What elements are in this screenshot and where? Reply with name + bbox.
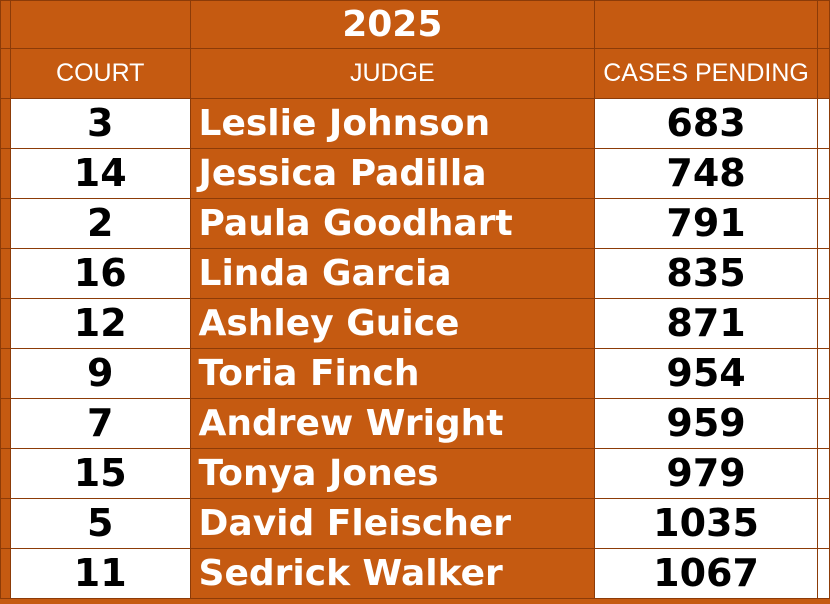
court-cell[interactable]: 3 — [9, 98, 191, 149]
court-cell[interactable]: 16 — [9, 248, 191, 299]
judge-cell[interactable]: Andrew Wright — [189, 398, 596, 449]
cell[interactable] — [0, 48, 11, 99]
court-cell[interactable]: 14 — [9, 148, 191, 199]
judge-column-header[interactable]: JUDGE — [189, 48, 596, 99]
cases-pending-cell[interactable]: 871 — [594, 298, 819, 349]
cell[interactable] — [817, 398, 830, 449]
cell[interactable] — [0, 298, 11, 349]
judge-cell[interactable]: Tonya Jones — [189, 448, 596, 499]
year-row: 2025 — [0, 0, 830, 49]
cell[interactable] — [817, 148, 830, 199]
table-row: 9 Toria Finch 954 — [0, 348, 830, 399]
table-row: 3 Leslie Johnson 683 — [0, 98, 830, 149]
cell[interactable] — [0, 448, 11, 499]
court-cell[interactable]: 12 — [9, 298, 191, 349]
table-row: 7 Andrew Wright 959 — [0, 398, 830, 449]
cell[interactable] — [817, 248, 830, 299]
cases-pending-cell[interactable]: 959 — [594, 398, 819, 449]
court-cell[interactable]: 15 — [9, 448, 191, 499]
court-cell[interactable]: 9 — [9, 348, 191, 399]
table-row: 15 Tonya Jones 979 — [0, 448, 830, 499]
cell[interactable] — [817, 48, 830, 99]
cell[interactable] — [0, 348, 11, 399]
cell[interactable] — [0, 198, 11, 249]
cases-pending-cell[interactable]: 979 — [594, 448, 819, 499]
judge-cell[interactable]: Jessica Padilla — [189, 148, 596, 199]
cases-pending-cell[interactable]: 835 — [594, 248, 819, 299]
cases-pending-cell[interactable]: 954 — [594, 348, 819, 399]
court-cell[interactable]: 7 — [9, 398, 191, 449]
cases-pending-cell[interactable]: 1067 — [594, 548, 819, 599]
judge-cell[interactable]: Toria Finch — [189, 348, 596, 399]
judge-cell[interactable]: Ashley Guice — [189, 298, 596, 349]
judge-cell[interactable]: Sedrick Walker — [189, 548, 596, 599]
cell[interactable] — [0, 98, 11, 149]
table-row: 12 Ashley Guice 871 — [0, 298, 830, 349]
cell[interactable] — [0, 548, 11, 599]
cases-pending-cell[interactable]: 748 — [594, 148, 819, 199]
cell[interactable] — [817, 98, 830, 149]
cell[interactable] — [0, 398, 11, 449]
cases-pending-cell[interactable]: 683 — [594, 98, 819, 149]
cell[interactable] — [817, 548, 830, 599]
cell[interactable] — [0, 498, 11, 549]
table-row: 5 David Fleischer 1035 — [0, 498, 830, 549]
cases-pending-cell[interactable]: 791 — [594, 198, 819, 249]
cases-pending-cell[interactable]: 1035 — [594, 498, 819, 549]
cell[interactable] — [817, 0, 830, 49]
table-row: 11 Sedrick Walker 1067 — [0, 548, 830, 599]
table-row: 14 Jessica Padilla 748 — [0, 148, 830, 199]
cell[interactable] — [817, 198, 830, 249]
court-cell[interactable]: 5 — [9, 498, 191, 549]
header-row: COURT JUDGE CASES PENDING — [0, 48, 830, 99]
cell[interactable] — [817, 498, 830, 549]
cell[interactable] — [9, 0, 191, 49]
cell[interactable] — [817, 298, 830, 349]
cell[interactable] — [0, 0, 11, 49]
court-cell[interactable]: 11 — [9, 548, 191, 599]
year-title[interactable]: 2025 — [189, 0, 596, 49]
judge-cell[interactable]: Paula Goodhart — [189, 198, 596, 249]
court-column-header[interactable]: COURT — [9, 48, 191, 99]
court-cell[interactable]: 2 — [9, 198, 191, 249]
table-row: 16 Linda Garcia 835 — [0, 248, 830, 299]
cell[interactable] — [0, 148, 11, 199]
judge-cell[interactable]: David Fleischer — [189, 498, 596, 549]
judge-cell[interactable]: Leslie Johnson — [189, 98, 596, 149]
cell[interactable] — [594, 0, 819, 49]
table-row: 2 Paula Goodhart 791 — [0, 198, 830, 249]
cell[interactable] — [0, 248, 11, 299]
cell[interactable] — [817, 348, 830, 399]
cases-pending-column-header[interactable]: CASES PENDING — [594, 48, 819, 99]
judge-cell[interactable]: Linda Garcia — [189, 248, 596, 299]
cell[interactable] — [817, 448, 830, 499]
